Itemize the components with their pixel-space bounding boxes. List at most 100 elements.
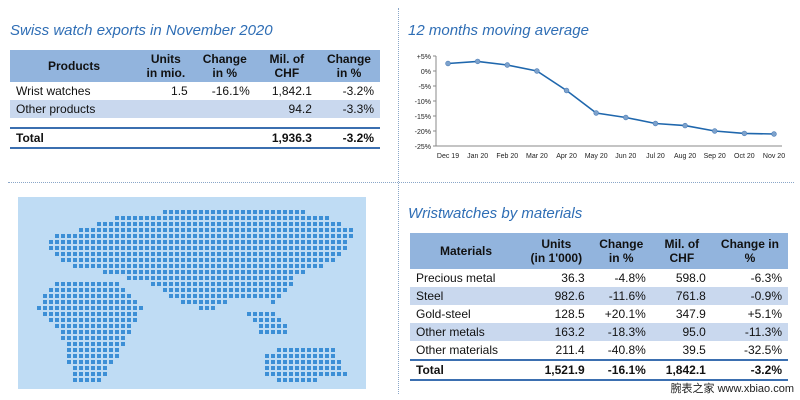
map-dot <box>283 216 287 220</box>
map-dot <box>139 306 143 310</box>
map-dot <box>259 276 263 280</box>
map-dot <box>271 258 275 262</box>
map-dot <box>277 276 281 280</box>
map-dot <box>265 240 269 244</box>
map-dot <box>73 366 77 370</box>
map-dot <box>169 234 173 238</box>
y-tick-label: -15% <box>415 114 431 121</box>
map-dot <box>283 252 287 256</box>
map-dot <box>109 240 113 244</box>
exports-title: Swiss watch exports in November 2020 <box>10 22 273 39</box>
map-dot <box>103 282 107 286</box>
map-dot <box>295 210 299 214</box>
exports-table-wrap: Products Units in mio. Change in % Mil. of… <box>10 50 380 149</box>
map-dot <box>235 210 239 214</box>
map-dot <box>277 372 281 376</box>
map-dot <box>55 282 59 286</box>
map-dot <box>337 222 341 226</box>
map-dot <box>283 288 287 292</box>
map-dot <box>73 348 77 352</box>
map-dot <box>67 258 71 262</box>
map-dot <box>235 228 239 232</box>
map-dot <box>175 210 179 214</box>
map-dot <box>79 234 83 238</box>
row-label: Wrist watches <box>16 84 91 98</box>
map-dot <box>187 210 191 214</box>
map-dot <box>211 264 215 268</box>
map-dot <box>73 312 77 316</box>
map-dot <box>133 216 137 220</box>
map-dot <box>133 252 137 256</box>
map-dot <box>181 288 185 292</box>
map-dot <box>73 354 77 358</box>
map-dot <box>211 246 215 250</box>
map-dot <box>301 216 305 220</box>
map-dot <box>55 288 59 292</box>
map-dot <box>55 246 59 250</box>
map-dot <box>121 216 125 220</box>
map-dot <box>97 252 101 256</box>
map-dot <box>229 240 233 244</box>
map-dot <box>289 240 293 244</box>
map-dot <box>211 276 215 280</box>
map-dot <box>193 252 197 256</box>
map-dot <box>121 336 125 340</box>
map-dot <box>49 312 53 316</box>
map-dot <box>133 270 137 274</box>
map-dot <box>73 240 77 244</box>
map-dot <box>247 246 251 250</box>
map-dot <box>247 240 251 244</box>
watermark: 腕表之家 www.xbiao.com <box>670 383 794 395</box>
map-dot <box>133 222 137 226</box>
map-dot <box>55 306 59 310</box>
map-dot <box>193 234 197 238</box>
data-point <box>474 58 481 65</box>
map-dot <box>325 222 329 226</box>
map-dot <box>187 270 191 274</box>
horizontal-divider <box>8 182 794 183</box>
map-dot <box>133 264 137 268</box>
map-dot <box>73 318 77 322</box>
map-dot <box>301 372 305 376</box>
map-dot <box>91 366 95 370</box>
cell <box>138 100 194 118</box>
map-dot <box>109 300 113 304</box>
map-dot <box>283 240 287 244</box>
map-dot <box>49 294 53 298</box>
map-dot <box>43 306 47 310</box>
map-dot <box>211 228 215 232</box>
map-dot <box>289 270 293 274</box>
map-dot <box>217 252 221 256</box>
map-dot <box>67 360 71 364</box>
map-dot <box>91 264 95 268</box>
map-dot <box>217 264 221 268</box>
map-dot <box>277 348 281 352</box>
map-dot <box>61 288 65 292</box>
map-dot <box>289 228 293 232</box>
map-dot <box>307 366 311 370</box>
map-dot <box>229 258 233 262</box>
map-dot <box>115 342 119 346</box>
map-dot <box>217 240 221 244</box>
map-dot <box>193 300 197 304</box>
x-tick-label: Apr 20 <box>556 153 577 160</box>
map-dot <box>109 234 113 238</box>
map-dot <box>139 270 143 274</box>
map-dot <box>271 360 275 364</box>
map-dot <box>97 354 101 358</box>
map-dot <box>259 234 263 238</box>
map-dot <box>229 294 233 298</box>
map-dot <box>307 264 311 268</box>
map-dot <box>307 246 311 250</box>
map-dot <box>91 360 95 364</box>
map-dot <box>103 354 107 358</box>
map-dot <box>175 234 179 238</box>
map-dot <box>97 336 101 340</box>
data-point <box>445 60 451 67</box>
map-dot <box>115 228 119 232</box>
map-dot <box>67 234 71 238</box>
map-dot <box>169 288 173 292</box>
cell: -4.8% <box>614 271 646 285</box>
map-dot <box>97 330 101 334</box>
cell: -3.3% <box>317 100 380 118</box>
